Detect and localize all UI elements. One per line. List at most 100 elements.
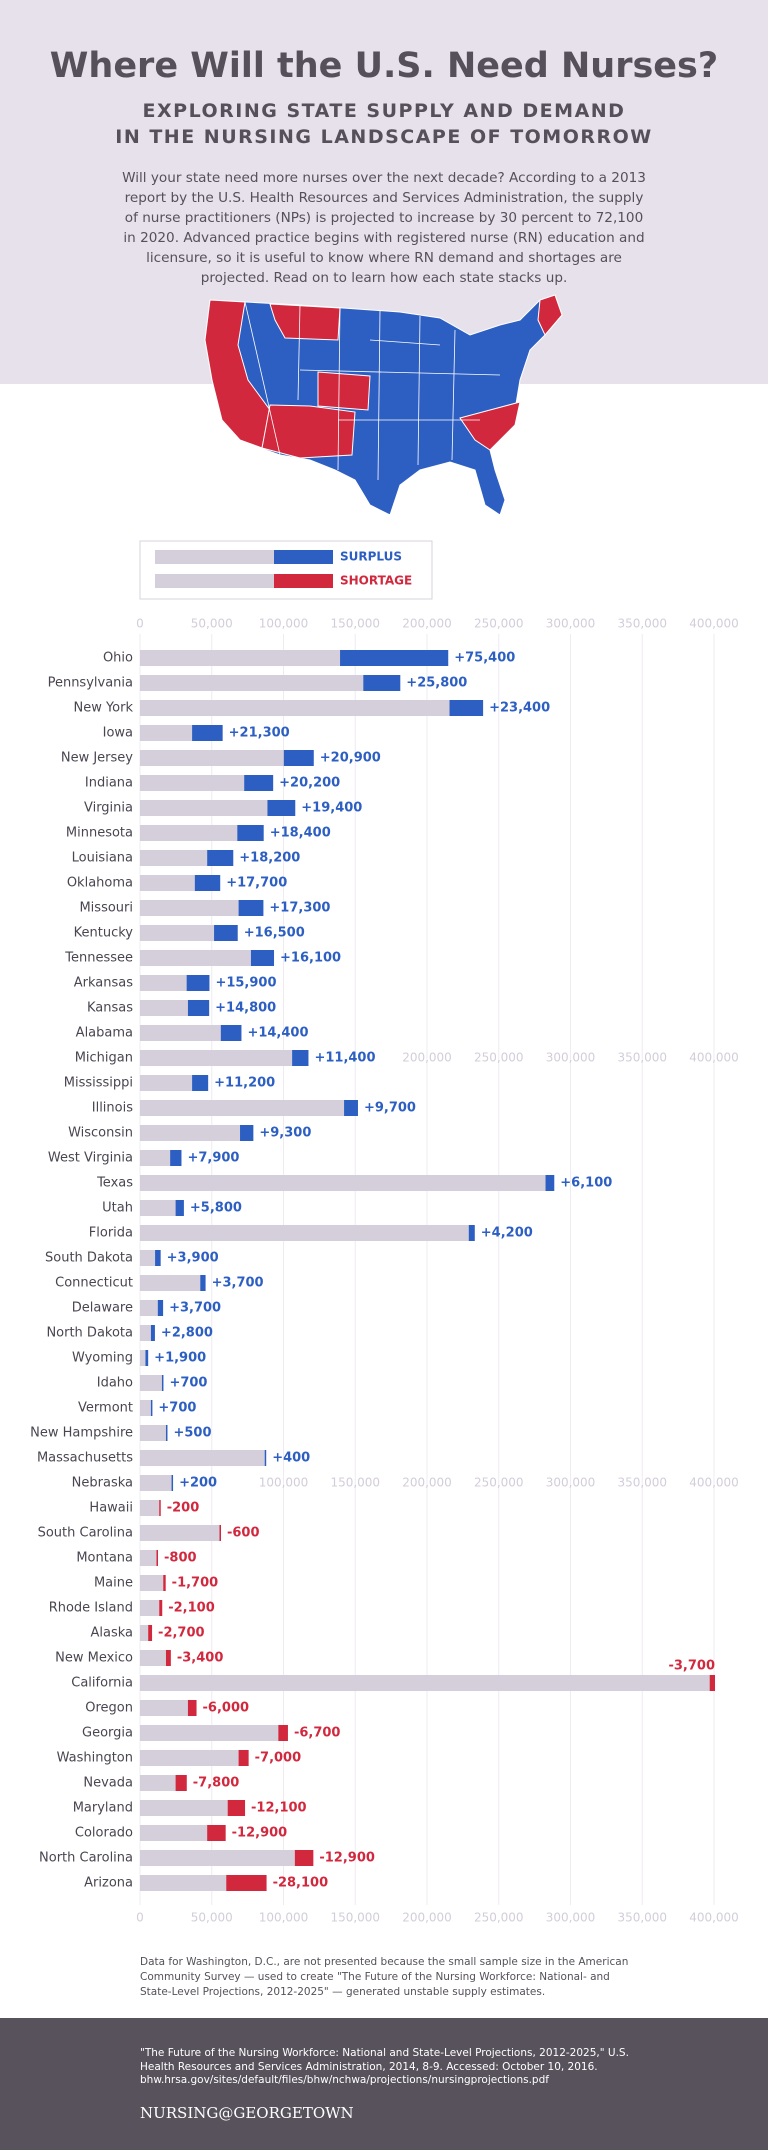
base-bar <box>140 1125 241 1141</box>
x-tick-label: 350,000 <box>617 1476 667 1490</box>
category-label: New Hampshire <box>30 1426 133 1441</box>
legend-label: SURPLUS <box>340 550 402 564</box>
x-tick-label: 200,000 <box>402 617 452 631</box>
value-label: +17,300 <box>269 901 330 916</box>
legend-base <box>155 550 274 564</box>
base-bar <box>140 1625 149 1641</box>
value-label: +17,700 <box>226 876 287 891</box>
category-label: Wisconsin <box>68 1126 133 1141</box>
base-bar <box>140 1550 157 1566</box>
surplus-bar <box>192 1075 209 1091</box>
category-label: Utah <box>102 1201 133 1216</box>
x-tick-label: 350,000 <box>617 617 667 631</box>
base-bar <box>140 1475 172 1491</box>
value-label: +20,200 <box>279 776 340 791</box>
value-label: +19,400 <box>301 801 362 816</box>
base-bar <box>140 825 238 841</box>
surplus-bar <box>283 750 314 766</box>
shortage-bar <box>238 1750 249 1766</box>
value-label: +21,300 <box>229 726 290 741</box>
category-label: Indiana <box>85 776 133 791</box>
base-bar <box>140 1500 160 1516</box>
x-tick-label: 150,000 <box>330 617 380 631</box>
surplus-bar <box>207 850 234 866</box>
category-label: Mississippi <box>64 1076 133 1091</box>
surplus-bar <box>363 675 401 691</box>
base-bar <box>140 1150 171 1166</box>
x-tick-label: 300,000 <box>546 1476 596 1490</box>
category-label: Maryland <box>73 1801 133 1816</box>
shortage-bar <box>159 1600 163 1616</box>
surplus-bar <box>264 1450 267 1466</box>
base-bar <box>140 1425 166 1441</box>
base-bar <box>140 1025 221 1041</box>
surplus-bar <box>468 1225 475 1241</box>
title: Where Will the U.S. Need Nurses? <box>49 46 719 86</box>
base-bar <box>140 1075 193 1091</box>
category-label: Virginia <box>84 801 133 816</box>
base-bar <box>140 675 364 691</box>
surplus-bar <box>171 1475 174 1491</box>
value-label: -28,100 <box>273 1876 329 1891</box>
surplus-bar <box>194 875 221 891</box>
shortage-bar <box>165 1650 171 1666</box>
value-label: -3,400 <box>177 1651 224 1666</box>
category-label: Wyoming <box>72 1351 133 1366</box>
surplus-bar <box>244 775 274 791</box>
surplus-bar <box>449 700 484 716</box>
category-label: Oklahoma <box>67 876 133 891</box>
value-label: -2,700 <box>158 1626 205 1641</box>
x-tick-label: 250,000 <box>474 1911 524 1925</box>
footer-band <box>0 2018 768 2150</box>
base-bar <box>140 1525 220 1541</box>
category-label: Delaware <box>72 1301 133 1316</box>
surplus-bar <box>192 725 223 741</box>
base-bar <box>140 1825 208 1841</box>
subtitle: IN THE NURSING LANDSCAPE OF TOMORROW <box>115 126 653 148</box>
base-bar <box>140 725 193 741</box>
base-bar <box>140 1100 345 1116</box>
x-tick-label: 150,000 <box>330 1911 380 1925</box>
base-bar <box>140 1725 279 1741</box>
value-label: +14,800 <box>215 1001 276 1016</box>
category-label: Louisiana <box>72 851 133 866</box>
base-bar <box>140 1275 201 1291</box>
value-label: +5,800 <box>190 1201 242 1216</box>
map-surplus <box>204 294 563 516</box>
surplus-bar <box>344 1100 358 1116</box>
value-label: -12,100 <box>251 1801 307 1816</box>
value-label: -600 <box>227 1526 260 1541</box>
surplus-bar <box>267 800 296 816</box>
category-label: Missouri <box>79 901 133 916</box>
base-bar <box>140 925 215 941</box>
value-label: -6,000 <box>203 1701 250 1716</box>
category-label: Florida <box>89 1226 133 1241</box>
category-label: West Virginia <box>48 1151 133 1166</box>
value-label: -800 <box>164 1551 197 1566</box>
category-label: Iowa <box>103 726 133 741</box>
category-label: Alabama <box>76 1026 133 1041</box>
shortage-bar <box>219 1525 221 1541</box>
surplus-bar <box>220 1025 242 1041</box>
surplus-bar <box>157 1300 164 1316</box>
category-label: South Carolina <box>38 1526 133 1541</box>
value-label: +16,100 <box>280 951 341 966</box>
shortage-bar <box>148 1625 153 1641</box>
category-label: Arkansas <box>74 976 133 991</box>
category-label: Alaska <box>90 1626 133 1641</box>
map-shortage <box>204 294 563 459</box>
surplus-bar <box>150 1325 155 1341</box>
value-label: +9,300 <box>259 1126 311 1141</box>
surplus-bar <box>340 650 449 666</box>
category-label: North Dakota <box>46 1326 133 1341</box>
surplus-bar <box>240 1125 254 1141</box>
surplus-bar <box>187 1000 210 1016</box>
legend-swatch <box>274 550 333 564</box>
category-label: Minnesota <box>66 826 133 841</box>
value-label: +3,700 <box>169 1301 221 1316</box>
value-label: +11,200 <box>214 1076 275 1091</box>
base-bar <box>140 1875 227 1891</box>
x-tick-label: 250,000 <box>474 1476 524 1490</box>
category-label: Michigan <box>75 1051 133 1066</box>
x-tick-label: 50,000 <box>191 617 233 631</box>
